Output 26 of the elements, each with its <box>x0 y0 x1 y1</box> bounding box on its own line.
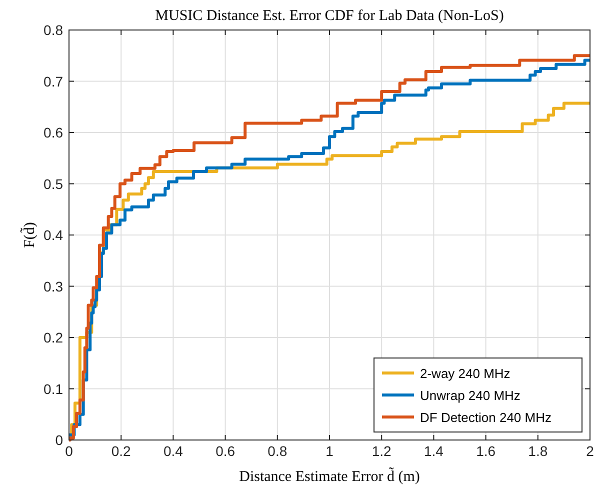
y-tick-label: 0.5 <box>44 176 64 192</box>
x-tick-label: 1 <box>326 443 334 459</box>
y-axis-title: F(d̃) <box>19 222 38 248</box>
y-tick-label: 0.7 <box>44 73 64 90</box>
y-tick-label: 0.4 <box>44 227 64 243</box>
legend-label: Unwrap 240 MHz <box>420 388 520 403</box>
y-tick-label: 0.1 <box>44 380 64 397</box>
y-tick-label: 0.3 <box>44 278 64 294</box>
x-tick-label: 2 <box>586 443 594 459</box>
y-tick-label: 0.2 <box>44 330 64 346</box>
x-tick-label: 0 <box>65 443 74 459</box>
y-tick-label: 0 <box>55 432 64 448</box>
legend-label: DF Detection 240 MHz <box>420 410 552 425</box>
x-tick-label: 1.2 <box>372 443 392 459</box>
y-tick-label: 0.6 <box>44 124 64 140</box>
x-tick-label: 1.6 <box>476 443 496 459</box>
x-tick-label: 0.4 <box>163 443 184 459</box>
x-tick-label: 1.4 <box>424 443 444 459</box>
x-tick-label: 0.2 <box>111 443 132 459</box>
x-tick-label: 0.6 <box>216 443 236 459</box>
chart-title: MUSIC Distance Est. Error CDF for Lab Data (Non-LoS) <box>155 8 504 24</box>
x-tick-label: 1.8 <box>528 443 548 459</box>
legend-label: 2-way 240 MHz <box>420 366 510 381</box>
x-axis-title: Distance Estimate Error d̃ (m) <box>239 466 420 485</box>
y-tick-label: 0.8 <box>44 22 64 38</box>
x-tick-label: 0.8 <box>268 443 288 459</box>
